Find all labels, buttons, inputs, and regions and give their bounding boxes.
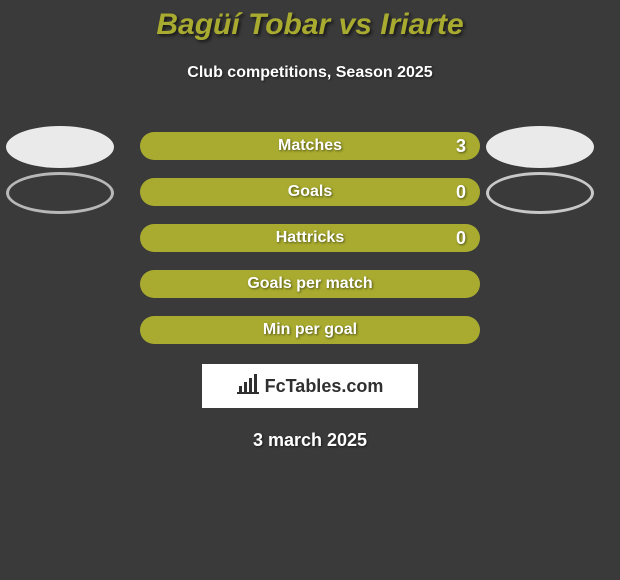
stat-label: Hattricks <box>276 229 344 246</box>
stat-row: Goals per match <box>0 270 620 298</box>
stat-rows: Matches 3 Goals 0 Hattricks 0 Goals per match M… <box>0 132 620 344</box>
stat-row: Hattricks 0 <box>0 224 620 252</box>
player-left-marker <box>6 172 114 214</box>
stat-row: Goals 0 <box>0 178 620 206</box>
brand-box: FcTables.com <box>202 364 418 408</box>
player-right-marker <box>486 172 594 214</box>
stat-value: 0 <box>456 178 466 206</box>
stat-label: Min per goal <box>263 321 357 338</box>
stat-bar: Hattricks 0 <box>140 224 480 252</box>
bar-chart-icon <box>237 374 259 399</box>
stat-value: 0 <box>456 224 466 252</box>
stat-value: 3 <box>456 132 466 160</box>
page-subtitle: Club competitions, Season 2025 <box>0 64 620 82</box>
footer-date: 3 march 2025 <box>0 430 620 451</box>
stat-label: Goals per match <box>247 275 372 292</box>
stat-label: Goals <box>288 183 332 200</box>
comparison-infographic: Bagüí Tobar vs Iriarte Club competitions… <box>0 0 620 580</box>
stat-bar: Min per goal <box>140 316 480 344</box>
stat-bar: Matches 3 <box>140 132 480 160</box>
player-right-marker <box>486 126 594 168</box>
brand-text: FcTables.com <box>265 376 384 397</box>
stat-label: Matches <box>278 137 342 154</box>
stat-row: Matches 3 <box>0 132 620 160</box>
page-title: Bagüí Tobar vs Iriarte <box>0 8 620 42</box>
stat-row: Min per goal <box>0 316 620 344</box>
stat-bar: Goals 0 <box>140 178 480 206</box>
stat-bar: Goals per match <box>140 270 480 298</box>
player-left-marker <box>6 126 114 168</box>
